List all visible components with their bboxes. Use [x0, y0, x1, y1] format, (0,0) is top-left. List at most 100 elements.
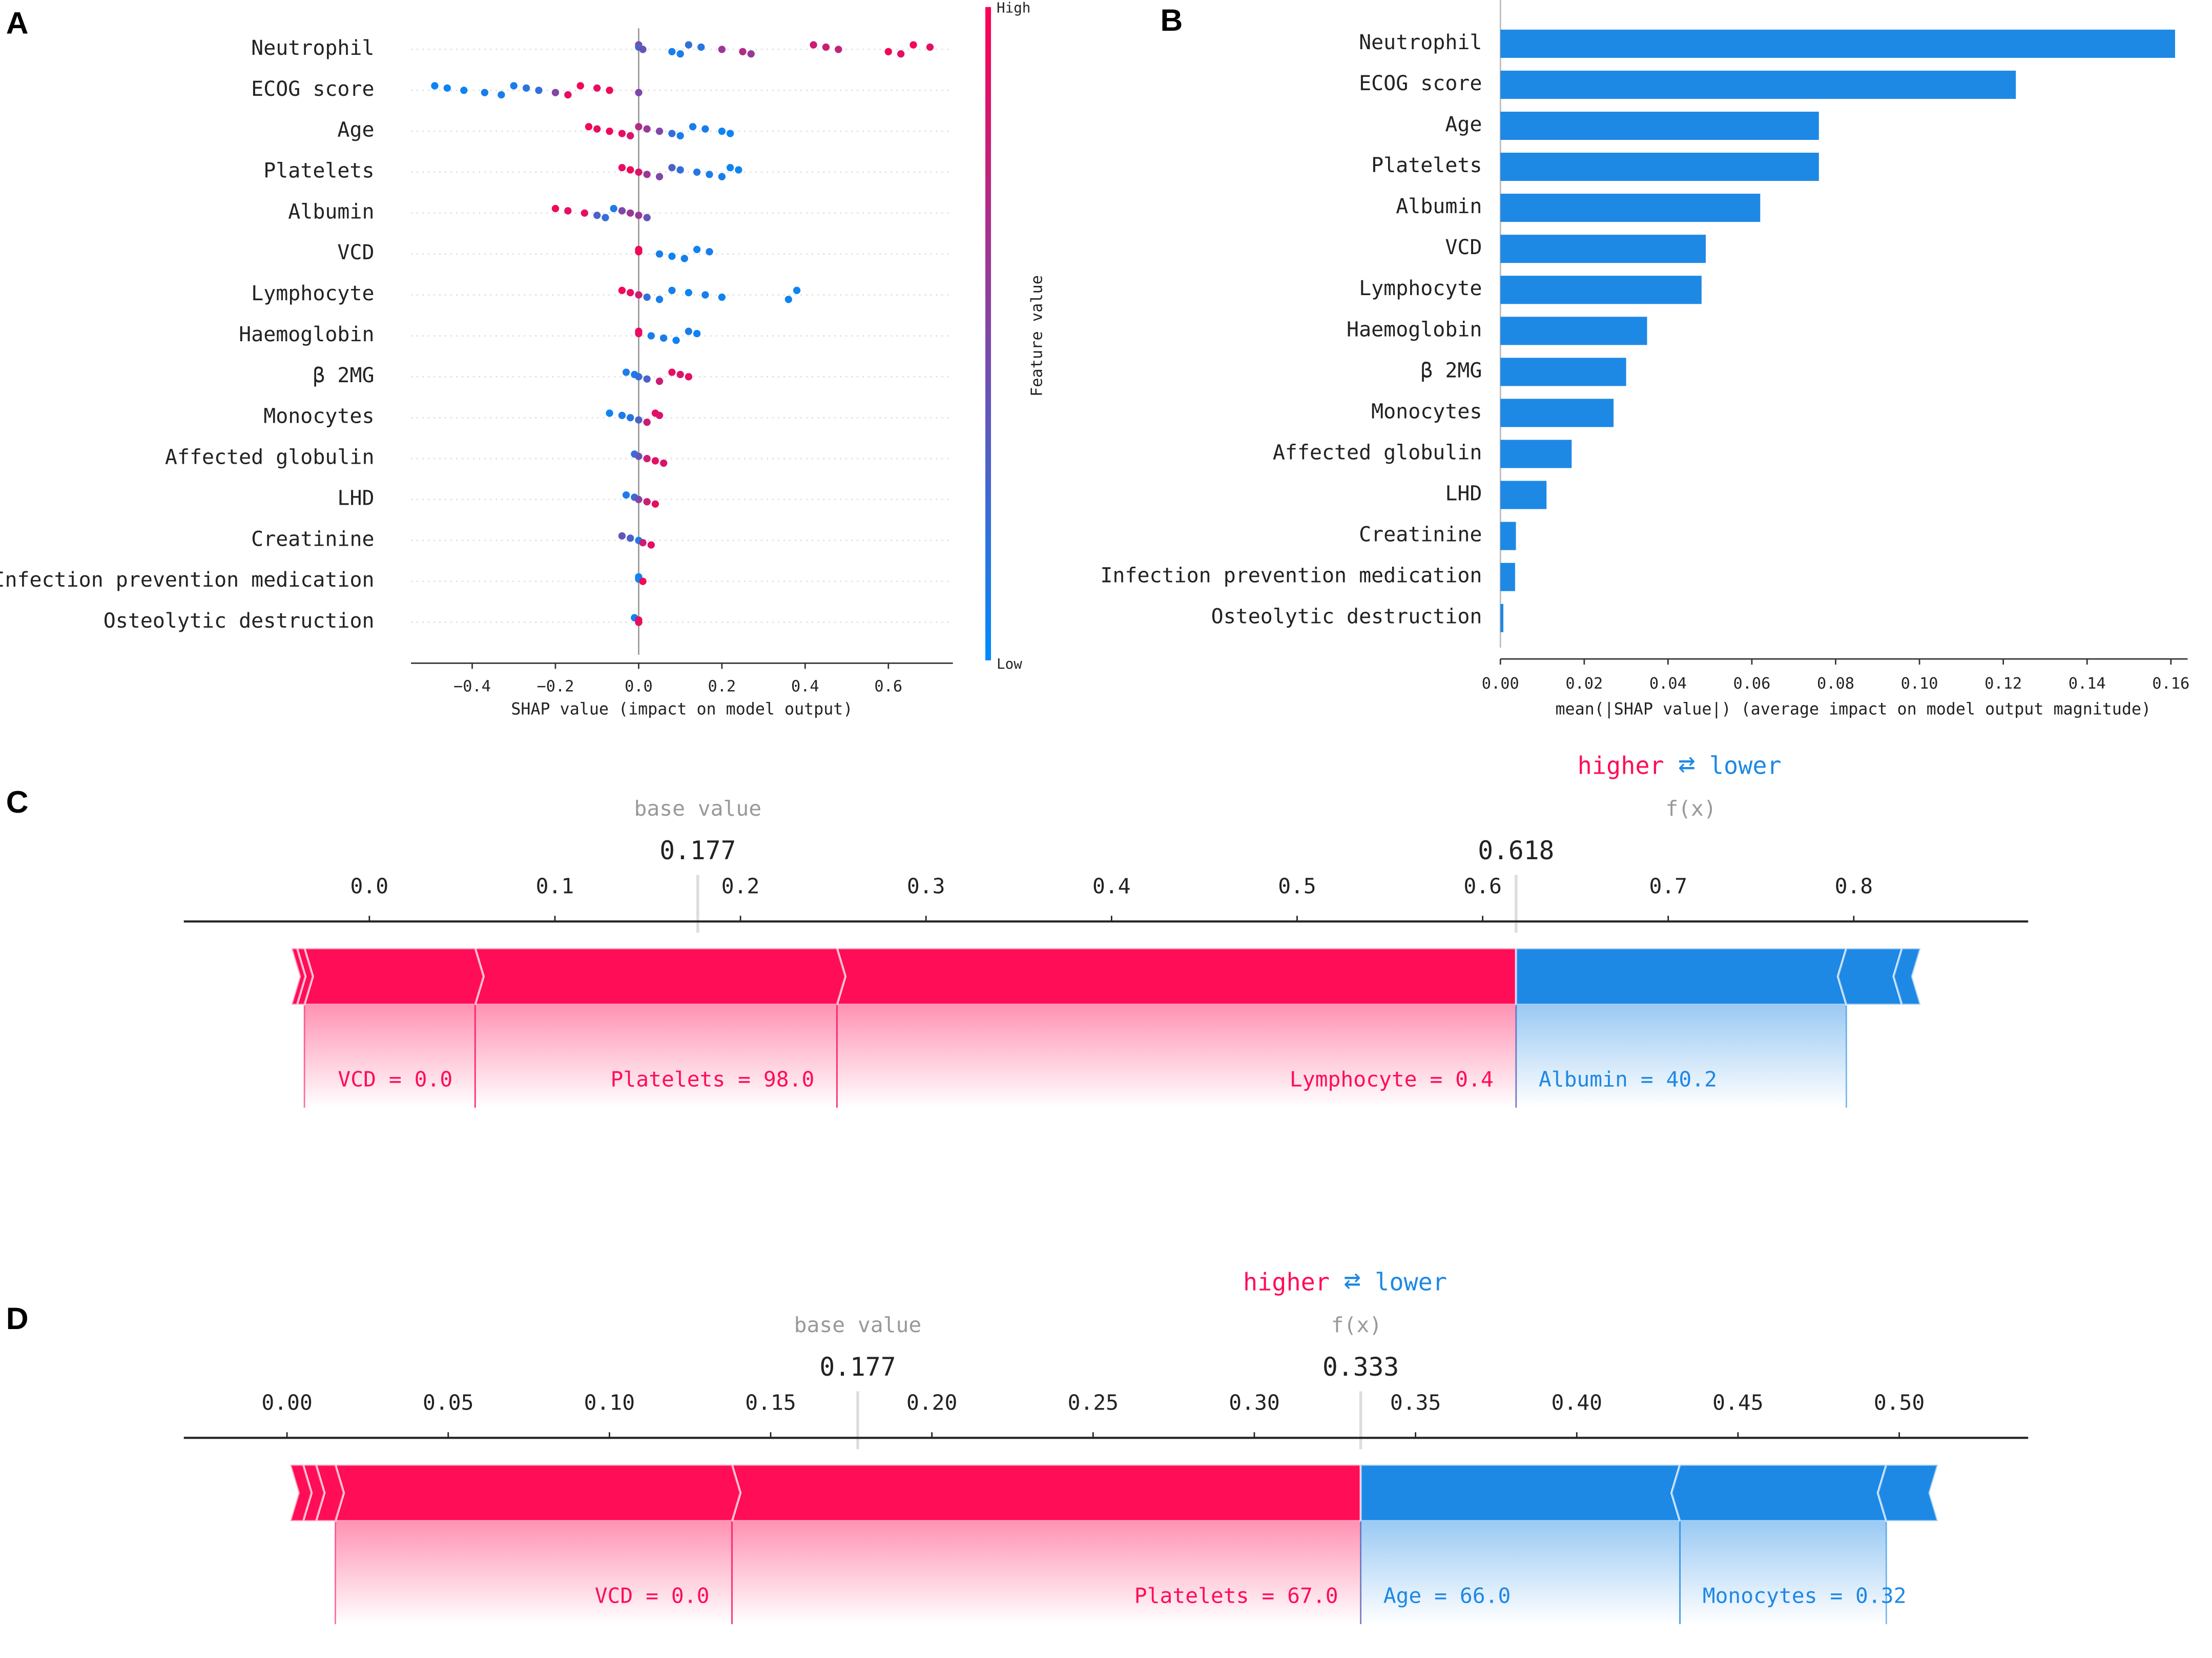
x-axis-label: SHAP value (impact on model output): [511, 700, 853, 718]
shap-point: [593, 212, 601, 219]
arrow-label: ⇄: [1343, 1263, 1360, 1296]
force-label: Platelets = 67.0: [1134, 1584, 1338, 1608]
force-block: [837, 1004, 1516, 1108]
category-label: β 2MG: [1420, 359, 1482, 382]
force-block: [1516, 1004, 1847, 1108]
force-block: [732, 1521, 1361, 1624]
force-segment: [1515, 947, 1848, 1006]
shap-point: [655, 250, 664, 258]
shap-point: [643, 214, 651, 221]
shap-point: [739, 48, 747, 55]
x-tick-label: 0.08: [1817, 675, 1854, 693]
shap-point: [643, 171, 651, 178]
shap-point: [618, 130, 626, 137]
shap-point: [706, 248, 713, 256]
force-segment: [1359, 1463, 1682, 1522]
shap-point: [602, 214, 609, 221]
x-tick-label: 0.2: [721, 874, 760, 898]
shap-point: [576, 82, 584, 90]
shap-point: [639, 539, 647, 547]
shap-point: [635, 291, 643, 299]
shap-point: [622, 368, 630, 376]
shap-point: [627, 534, 634, 542]
feature-label: VCD: [337, 241, 374, 264]
fx-label: f(x): [1665, 796, 1716, 821]
category-label: Age: [1445, 113, 1482, 136]
x-tick-label: 0.4: [1092, 874, 1131, 898]
shap-point: [784, 296, 793, 303]
bar: [1500, 440, 1572, 468]
x-tick-label: 0.45: [1712, 1390, 1763, 1415]
shap-point: [706, 171, 713, 178]
x-tick-label: 0.5: [1278, 874, 1316, 898]
x-tick-label: −0.2: [537, 678, 574, 696]
force-segment: [334, 1463, 742, 1522]
colorbar: [985, 7, 991, 660]
force-segment: [303, 947, 485, 1006]
shap-point: [618, 532, 626, 540]
bar: [1500, 399, 1614, 427]
shap-point: [660, 459, 668, 467]
x-tick-label: 0.14: [2069, 675, 2106, 693]
force-label: VCD = 0.0: [595, 1584, 710, 1608]
higher-label: higher: [1578, 753, 1664, 780]
shap-point: [639, 46, 647, 53]
category-label: Osteolytic destruction: [1211, 605, 1482, 629]
shap-point: [593, 84, 601, 92]
shap-point: [443, 84, 451, 92]
feature-label: Platelets: [263, 159, 374, 182]
feature-label: LHD: [337, 486, 374, 510]
shap-point: [460, 87, 468, 94]
shap-point: [522, 84, 530, 92]
shap-point: [884, 48, 892, 55]
force-segment: [290, 947, 307, 1006]
feature-label: Lymphocyte: [251, 282, 374, 305]
shap-point: [618, 164, 626, 172]
feature-label: ECOG score: [251, 77, 374, 101]
shap-point: [635, 618, 643, 626]
x-tick-label: 0.0: [625, 678, 653, 696]
force-segment: [1836, 947, 1904, 1006]
force-label: Age = 66.0: [1383, 1584, 1511, 1608]
force-block: [304, 1004, 476, 1108]
force-label: Albumin = 40.2: [1539, 1067, 1717, 1092]
shap-point: [693, 245, 701, 254]
shap-point: [635, 212, 643, 219]
shap-point: [564, 91, 572, 99]
colorbar-label: Feature value: [1028, 275, 1046, 397]
shap-point: [647, 332, 655, 340]
shap-point: [498, 91, 505, 99]
shap-point: [535, 87, 543, 94]
bar: [1500, 153, 1819, 181]
shap-point: [481, 89, 489, 96]
category-label: ECOG score: [1359, 72, 1482, 95]
category-label: Affected globulin: [1273, 441, 1482, 464]
base-label: base value: [794, 1313, 922, 1337]
shap-point: [668, 252, 676, 260]
x-tick-label: 0.35: [1390, 1390, 1441, 1415]
bar: [1500, 276, 1702, 304]
force-segment: [473, 947, 847, 1006]
shap-point: [726, 130, 734, 137]
x-tick-label: 0.6: [1463, 874, 1502, 898]
category-label: VCD: [1445, 236, 1482, 259]
shap-point: [672, 337, 680, 344]
feature-label: Haemoglobin: [239, 323, 374, 346]
force-segment: [730, 1463, 1362, 1522]
shap-point: [701, 291, 709, 299]
shap-point: [726, 164, 734, 172]
shap-point: [627, 132, 634, 140]
feature-label: Age: [337, 118, 374, 142]
panel-label: D: [6, 1301, 29, 1336]
x-tick-label: 0.10: [584, 1390, 635, 1415]
shap-point: [693, 329, 701, 338]
feature-label: Albumin: [288, 200, 374, 223]
panel-label: A: [6, 6, 29, 40]
category-label: Lymphocyte: [1359, 277, 1482, 300]
shap-point: [685, 289, 693, 297]
x-tick-label: 0.20: [906, 1390, 957, 1415]
shap-point: [551, 89, 560, 96]
x-tick-label: 0.05: [423, 1390, 473, 1415]
shap-point: [581, 209, 589, 217]
